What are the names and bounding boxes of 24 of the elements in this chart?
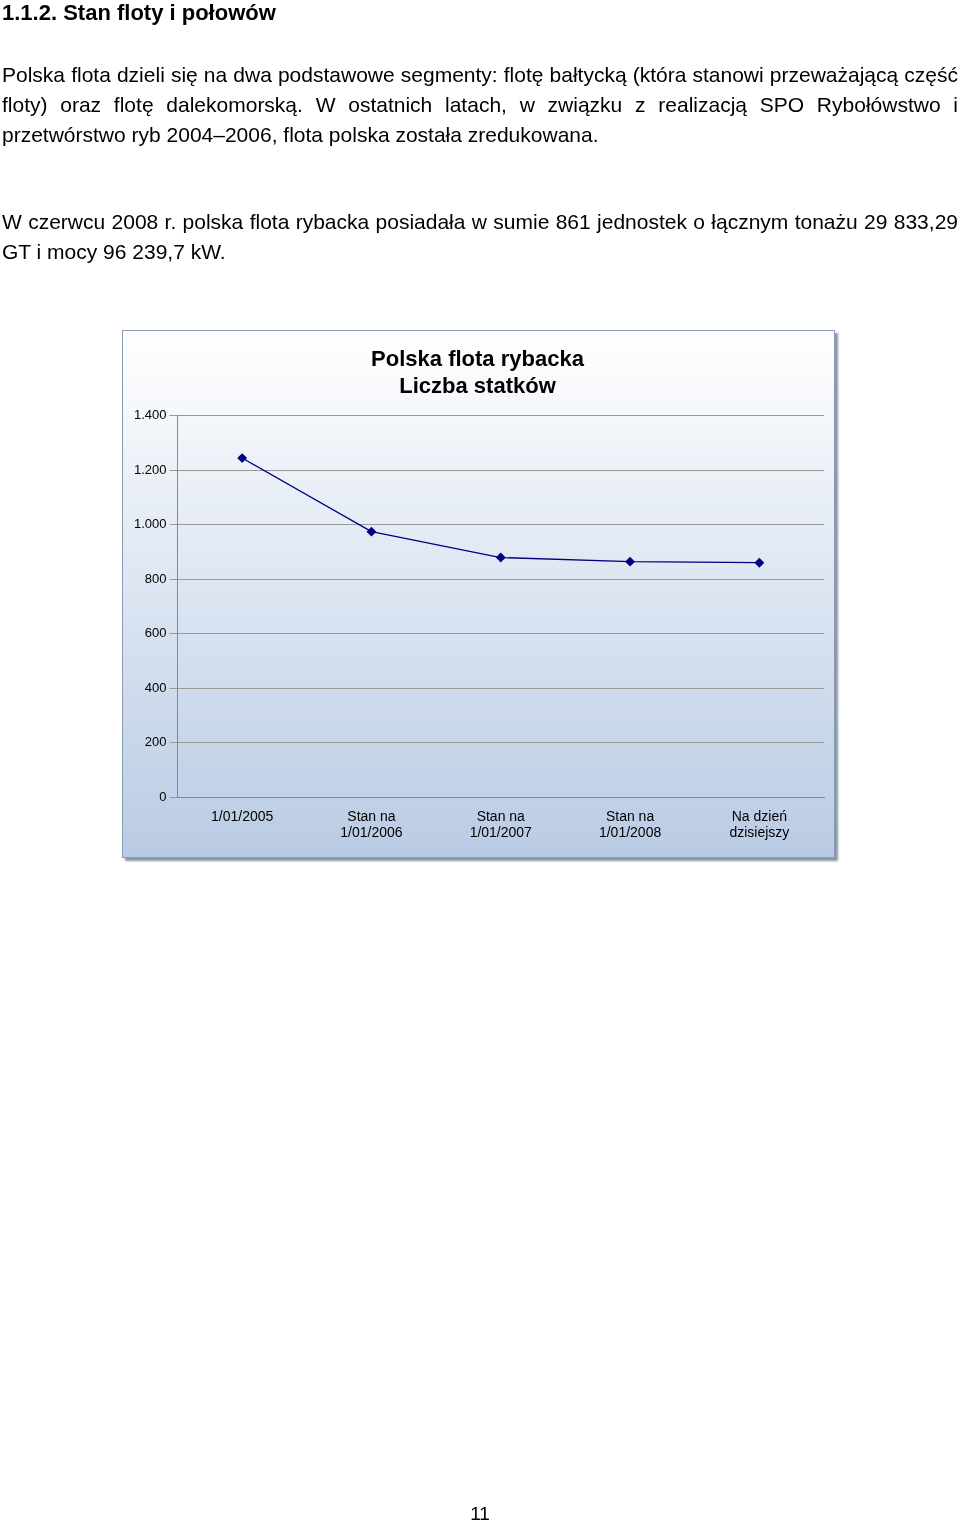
chart-subtitle: Liczba statków	[399, 372, 557, 398]
y-tick-label: 0	[159, 788, 167, 804]
text: Polska flota dzieli się na dwa podstawowe segmenty: flotę bałtycką (która stanowi przeważającą część floty) oraz flotę dalekomorską. W ostatnich latach, w związku z realizacją SPO Rybołówstwo i przetwórstwo ryb 2004–2006, flota polska została zredukowana.	[2, 62, 958, 148]
text: W czerwcu 2008 r. polska flota rybacka posiadała w sumie 861 jednostek o łącznym tonażu 29 833,29 GT i mocy 96 239,7 kW.	[2, 209, 958, 265]
y-tick-label: 200	[144, 734, 167, 750]
x-tick-label: Stan na 1/01/2008	[598, 807, 662, 841]
chart-title: Polska flota rybacka	[371, 346, 585, 372]
point	[496, 552, 506, 563]
text: 11	[469, 1503, 491, 1525]
y-tick-label: 1.000	[133, 516, 167, 532]
point	[625, 556, 635, 567]
point	[754, 558, 764, 568]
x-tick-label: 1/01/2005	[211, 807, 274, 824]
text: 1.1.2. Stan floty i połowów	[2, 0, 276, 26]
x-tick-label: Stan na 1/01/2007	[469, 807, 533, 841]
y-tick-label: 1.400	[133, 407, 167, 423]
x-tick-label: Stan na 1/01/2006	[340, 807, 403, 841]
y-tick-label: 600	[144, 625, 167, 641]
y-tick-label: 800	[144, 570, 167, 586]
point	[237, 453, 247, 463]
x-tick-label: Na dzień dzisiejszy	[729, 807, 790, 841]
y-tick-label: 400	[144, 679, 167, 695]
point	[366, 526, 377, 537]
y-tick-label: 1.200	[133, 461, 167, 477]
